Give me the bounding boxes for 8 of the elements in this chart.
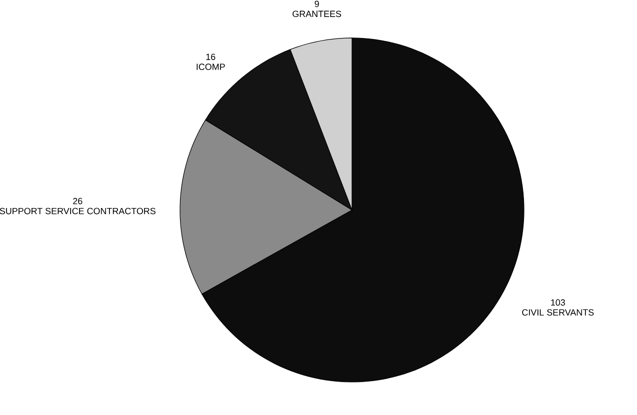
slice-label: GRANTEES — [292, 10, 342, 18]
slice-label: ICOMP — [196, 64, 225, 70]
data-label: 26 — [73, 198, 82, 204]
slice-label: CIVIL SERVANTS — [522, 309, 594, 316]
slice-label: SUPPORT SERVICE CONTRACTORS — [0, 208, 156, 214]
data-label: 9 — [314, 0, 319, 8]
data-label: 103 — [551, 299, 565, 306]
data-label: 16 — [206, 54, 216, 60]
